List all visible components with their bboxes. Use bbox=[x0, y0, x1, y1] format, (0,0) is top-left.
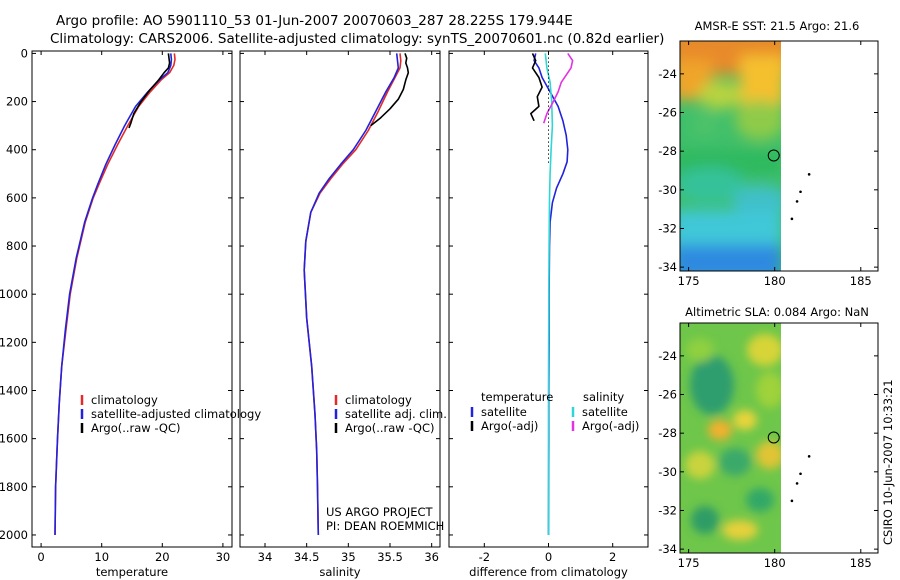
sla_map-title: Altimetric SLA: 0.084 Argo: NaN bbox=[685, 305, 869, 319]
difference-x-axis-label: difference from climatology bbox=[469, 565, 628, 579]
temperature-x-axis-label: temperature bbox=[96, 565, 168, 579]
sst_map-title: AMSR-E SST: 21.5 Argo: 21.6 bbox=[695, 19, 860, 33]
salinity-series-argo-raw-qc- bbox=[370, 53, 410, 127]
sla_map-ytick-label: -28 bbox=[658, 426, 677, 440]
salinity-xtick-label: 35.5 bbox=[377, 550, 403, 564]
temperature-series-argo-raw-qc- bbox=[128, 53, 171, 129]
project-annotation-line2: PI: DEAN ROEMMICH bbox=[326, 519, 444, 533]
sla_map-axes-frame bbox=[679, 322, 879, 554]
salinity-legend-label: climatology bbox=[345, 393, 412, 407]
difference-series-salinity-satellite bbox=[544, 53, 554, 535]
sla_map-ytick-label: -26 bbox=[658, 388, 677, 402]
sla_map-ytick-label: -24 bbox=[658, 349, 677, 363]
temperature-xtick-label: 0 bbox=[37, 550, 44, 564]
sla_map-float-track-point bbox=[807, 455, 811, 458]
salinity-xtick-label: 34 bbox=[258, 550, 273, 564]
salinity-legend-label: Argo(..raw -QC) bbox=[345, 421, 435, 435]
sst_map-float-track-point bbox=[795, 200, 799, 203]
salinity-series-climatology bbox=[303, 53, 402, 536]
sst_map-ytick-label: -28 bbox=[658, 144, 677, 158]
difference-legend-label: Argo(-adj) bbox=[582, 419, 639, 433]
difference-series-temperature-argo-adj- bbox=[529, 53, 543, 122]
salinity-xtick-label: 35 bbox=[341, 550, 356, 564]
depth-ytick-label: 1400 bbox=[0, 383, 28, 397]
depth-ytick-label: 1600 bbox=[0, 432, 28, 446]
sst_map-xtick-label: 185 bbox=[850, 274, 872, 288]
difference-legend-label: Argo(-adj) bbox=[481, 419, 538, 433]
difference-legend-header-salinity: salinity bbox=[583, 390, 624, 404]
sst_map-float-track-point bbox=[790, 217, 794, 221]
difference-legend-header-temperature: temperature bbox=[481, 390, 553, 404]
salinity-xtick-label: 36 bbox=[424, 550, 439, 564]
sst_map-ytick-label: -34 bbox=[658, 260, 677, 274]
project-annotation-line1: US ARGO PROJECT bbox=[326, 505, 434, 519]
salinity-series-satellite-adj-clim- bbox=[303, 53, 400, 536]
temperature-xtick-label: 10 bbox=[94, 550, 109, 564]
sla_map-float-track-point bbox=[795, 482, 799, 485]
temperature-xtick-label: 20 bbox=[155, 550, 170, 564]
difference-legend-label: satellite bbox=[582, 405, 628, 419]
sla_map-profile-location-marker bbox=[767, 431, 780, 444]
temperature-legend-label: Argo(..raw -QC) bbox=[91, 421, 181, 435]
temperature-series-climatology bbox=[54, 53, 176, 536]
sla_map-ytick-label: -30 bbox=[658, 465, 677, 479]
sst_map-float-track-point bbox=[799, 190, 802, 194]
salinity-legend-label: satellite adj. clim. bbox=[345, 407, 447, 421]
sst_map-ytick-label: -26 bbox=[658, 106, 677, 120]
sst-heatmap-field bbox=[680, 41, 781, 271]
sst_map-ytick-label: -32 bbox=[658, 221, 677, 235]
salinity-axes-frame bbox=[239, 50, 441, 548]
depth-ytick-label: 600 bbox=[6, 191, 28, 205]
depth-ytick-label: 1800 bbox=[0, 480, 28, 494]
sst_map-xtick-label: 175 bbox=[678, 274, 700, 288]
sla_map-xtick-label: 185 bbox=[850, 556, 872, 570]
depth-ytick-label: 200 bbox=[6, 95, 28, 109]
sst_map-xtick-label: 180 bbox=[764, 274, 786, 288]
sla_map-float-track-point bbox=[790, 499, 794, 503]
sst_map-profile-location-marker bbox=[767, 149, 780, 162]
depth-ytick-label: 400 bbox=[6, 143, 28, 157]
temperature-legend-label: climatology bbox=[91, 393, 158, 407]
sla_map-ytick-label: -34 bbox=[658, 542, 677, 556]
depth-ytick-label: 0 bbox=[21, 46, 28, 60]
depth-ytick-label: 800 bbox=[6, 239, 28, 253]
salinity-x-axis-label: salinity bbox=[319, 565, 360, 579]
difference-xtick-label: 0 bbox=[545, 550, 552, 564]
difference-legend-label: satellite bbox=[481, 405, 527, 419]
sst_map-axes-frame bbox=[679, 40, 879, 272]
figure-title-line1: Argo profile: AO 5901110_53 01-Jun-2007 … bbox=[56, 13, 573, 29]
difference-series-salinity-argo-adj- bbox=[542, 52, 574, 124]
temperature-axes-frame bbox=[31, 50, 233, 548]
depth-ytick-label: 2000 bbox=[0, 528, 28, 542]
sla_map-float-track-point bbox=[799, 472, 802, 476]
depth-ytick-label: 1200 bbox=[0, 335, 28, 349]
sst_map-ytick-label: -24 bbox=[658, 67, 677, 81]
sla_map-xtick-label: 175 bbox=[678, 556, 700, 570]
temperature-legend-label: satellite-adjusted climatology bbox=[91, 407, 261, 421]
depth-ytick-label: 1000 bbox=[0, 287, 28, 301]
sla_map-xtick-label: 180 bbox=[764, 556, 786, 570]
figure-title-line2: Climatology: CARS2006. Satellite-adjuste… bbox=[50, 31, 664, 47]
temperature-series-satellite-adjusted-climatology bbox=[54, 53, 173, 536]
sst_map-float-track-point bbox=[807, 173, 811, 176]
temperature-xtick-label: 30 bbox=[216, 550, 231, 564]
difference-xtick-label: 2 bbox=[609, 550, 616, 564]
salinity-xtick-label: 34.5 bbox=[294, 550, 320, 564]
sst_map-ytick-label: -30 bbox=[658, 183, 677, 197]
difference-series-temperature-satellite bbox=[533, 53, 569, 536]
difference-xtick-label: -2 bbox=[479, 550, 490, 564]
sla-heatmap-field bbox=[680, 323, 781, 553]
side-timestamp-label: CSIRO 10-Jun-2007 10:33:21 bbox=[881, 379, 895, 545]
sla_map-ytick-label: -32 bbox=[658, 503, 677, 517]
